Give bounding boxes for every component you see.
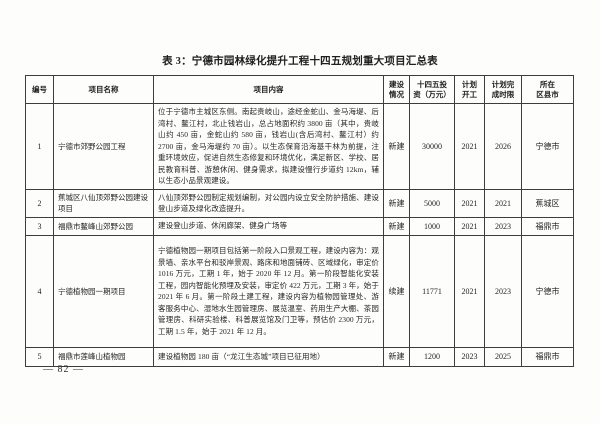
cell-plan-start: 2021: [454, 103, 485, 190]
table-row: 2 蕉城区八仙顶郊野公园建设项目 八仙顶郊野公园制定规划编制，对公园内设立安全防…: [25, 188, 574, 218]
cell-status: 续建: [383, 234, 410, 348]
cell-status: 新建: [383, 216, 410, 236]
cell-district: 福鼎市: [521, 346, 574, 367]
column-header-investment: 十四五投 资（万元）: [409, 75, 455, 104]
cell-district: 福鼎市: [521, 216, 574, 236]
cell-status: 新建: [383, 346, 410, 367]
cell-plan-end: 2021: [484, 188, 522, 218]
cell-project-name: 宁德植物园一期项目: [53, 234, 154, 348]
cell-project-content: 位于宁德市主城区东侧。南起贵岐山，途经金蛇山、金马海堤、后湾村、鳌江村，北止钱岩…: [153, 103, 384, 190]
cell-plan-end: 2023: [484, 216, 522, 236]
cell-project-name: 福鼎市莲峰山植物园: [53, 346, 154, 367]
cell-plan-end: 2026: [484, 103, 522, 190]
cell-no: 3: [25, 216, 54, 236]
column-header-plan-end: 计划完 成时限: [484, 75, 522, 104]
column-header-project-content: 项目内容: [153, 75, 384, 104]
cell-district: 宁德市: [521, 103, 574, 190]
cell-investment: 30000: [409, 103, 455, 190]
cell-plan-start: 2023: [454, 346, 485, 367]
column-header-district: 所在 区县市: [521, 75, 574, 104]
cell-project-content: 八仙顶郊野公园制定规划编制，对公园内设立安全防护措施、建设登山步道及绿化改造提升…: [153, 188, 384, 218]
projects-table: 编号 项目名称 项目内容 建设 情况 十四五投 资（万元） 计划 开工 计划完 …: [25, 75, 574, 367]
column-header-project-name: 项目名称: [53, 75, 154, 104]
cell-project-content: 建设登山步道、休闲廊架、健身广场等: [153, 216, 384, 236]
cell-district: 宁德市: [521, 234, 574, 348]
cell-no: 2: [25, 188, 54, 218]
cell-investment: 5000: [409, 188, 455, 218]
column-header-plan-start: 计划 开工: [454, 75, 485, 104]
cell-project-name: 蕉城区八仙顶郊野公园建设项目: [53, 188, 154, 218]
header-row: 编号 项目名称 项目内容 建设 情况 十四五投 资（万元） 计划 开工 计划完 …: [25, 75, 574, 104]
cell-plan-end: 2025: [484, 346, 522, 367]
table-row: 1 宁德市郊野公园工程 位于宁德市主城区东侧。南起贵岐山，途经金蛇山、金马海堤、…: [25, 103, 574, 190]
table-row: 5 福鼎市莲峰山植物园 建设植物园 180 亩（“龙江生态城”项目已征用地） 新…: [25, 346, 574, 367]
cell-project-name: 福鼎市鳌峰山郊野公园: [53, 216, 154, 236]
cell-plan-end: 2023: [484, 234, 522, 348]
cell-plan-start: 2021: [454, 234, 485, 348]
cell-district: 蕉城区: [521, 188, 574, 218]
cell-plan-start: 2021: [454, 216, 485, 236]
cell-project-content: 宁德植物园一期项目包括第一阶段入口景观工程，建设内容为：观景墙、亲水平台和驳岸景…: [153, 234, 384, 348]
table-row: 3 福鼎市鳌峰山郊野公园 建设登山步道、休闲廊架、健身广场等 新建 1000 2…: [25, 216, 574, 236]
cell-investment: 1200: [409, 346, 455, 367]
page-number: — 82 —: [43, 364, 84, 375]
column-header-status: 建设 情况: [383, 75, 410, 104]
cell-plan-start: 2021: [454, 188, 485, 218]
table-title: 表 3：宁德市园林绿化提升工程十四五规划重大项目汇总表: [162, 56, 438, 67]
cell-status: 新建: [383, 188, 410, 218]
cell-investment: 1000: [409, 216, 455, 236]
table-row: 4 宁德植物园一期项目 宁德植物园一期项目包括第一阶段入口景观工程，建设内容为：…: [25, 234, 574, 348]
cell-project-content: 建设植物园 180 亩（“龙江生态城”项目已征用地）: [153, 346, 384, 367]
cell-project-name: 宁德市郊野公园工程: [53, 103, 154, 190]
cell-no: 4: [25, 234, 54, 348]
cell-investment: 11771: [409, 234, 455, 348]
cell-no: 5: [25, 346, 54, 367]
cell-no: 1: [25, 103, 54, 190]
cell-status: 新建: [383, 103, 410, 190]
column-header-no: 编号: [25, 75, 54, 104]
